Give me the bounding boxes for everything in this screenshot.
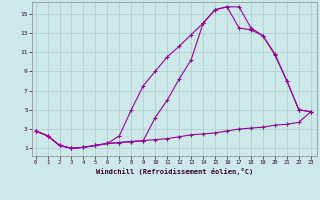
- X-axis label: Windchill (Refroidissement éolien,°C): Windchill (Refroidissement éolien,°C): [96, 168, 253, 175]
